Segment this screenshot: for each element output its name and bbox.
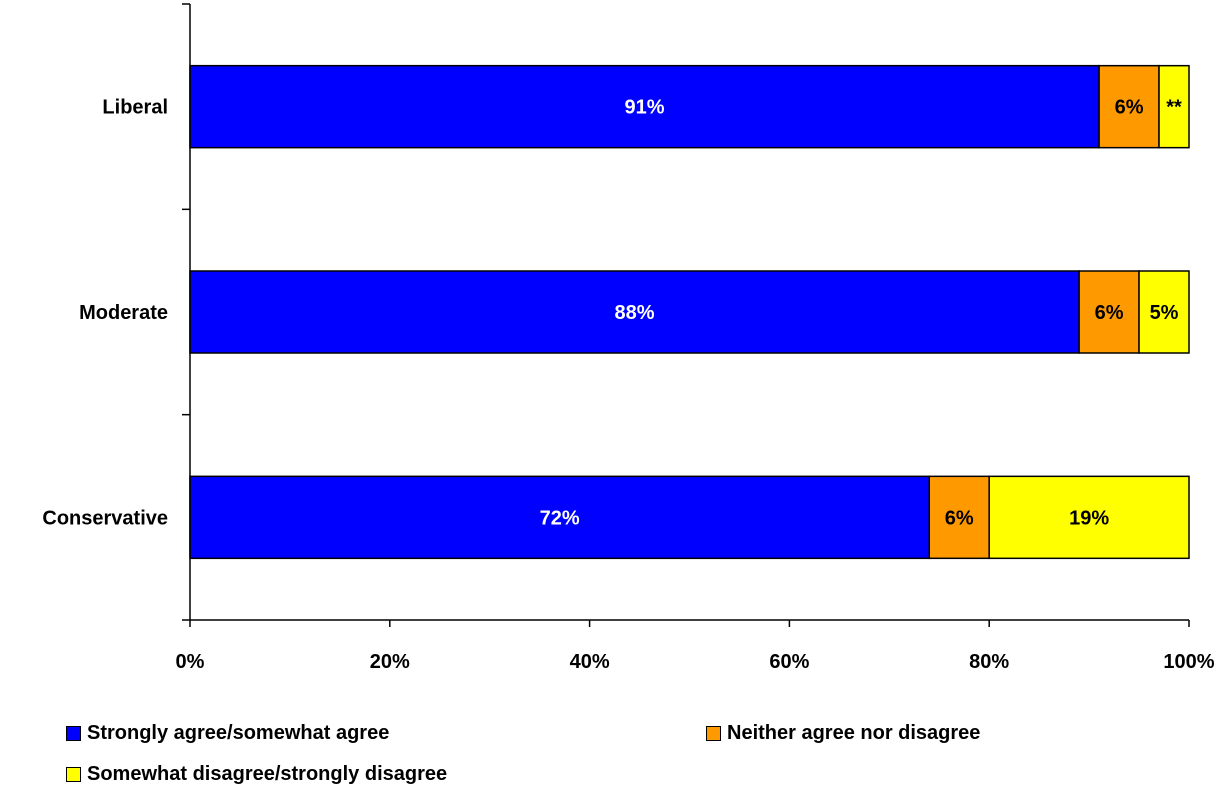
x-tick-label: 0% (176, 651, 205, 673)
data-label-moderate-agree: 88% (615, 302, 655, 324)
x-tick-label: 100% (1163, 651, 1214, 673)
x-tick-label: 40% (570, 651, 610, 673)
bar-conservative-disagree (988, 475, 1190, 560)
legend: Strongly agree/somewhat agree Neither ag… (66, 722, 1186, 792)
legend-label-disagree: Somewhat disagree/strongly disagree (87, 763, 448, 785)
data-label-moderate-disagree: 5% (1150, 302, 1179, 324)
legend-swatch-agree (66, 726, 81, 741)
legend-item-disagree: Somewhat disagree/strongly disagree (66, 763, 447, 786)
bar-moderate-neither (1078, 270, 1140, 354)
legend-swatch-disagree (66, 767, 81, 782)
x-tick-label: 80% (969, 651, 1009, 673)
axes-group: Liberal Moderate Conservative 0% 20% 40% 60% 80… (42, 3, 1215, 673)
data-label-conservative-neither: 6% (945, 507, 974, 529)
stacked-bar-chart: 91% 6% ** 88% 6% 5% 72% 6% 19% Liberal Moderate Co… (42, 3, 1215, 673)
legend-swatch-neither (706, 726, 721, 741)
data-label-conservative-disagree: 19% (1069, 507, 1109, 529)
bar-moderate-disagree (1138, 270, 1190, 354)
legend-item-neither: Neither agree nor disagree (706, 722, 980, 745)
bar-liberal-disagree (1158, 64, 1190, 149)
bar-conservative-agree (189, 475, 931, 560)
data-label-liberal-neither: 6% (1115, 97, 1144, 119)
legend-item-agree: Strongly agree/somewhat agree (66, 722, 389, 745)
bar-liberal-agree (189, 64, 1100, 149)
category-label-liberal: Liberal (102, 97, 168, 119)
category-label-conservative: Conservative (42, 507, 168, 529)
x-tick-label: 20% (370, 651, 410, 673)
legend-label-agree: Strongly agree/somewhat agree (87, 722, 390, 744)
data-label-moderate-neither: 6% (1095, 302, 1124, 324)
data-label-liberal-disagree: ** (1166, 97, 1182, 119)
bar-conservative-neither (928, 475, 990, 560)
bars-group: 91% 6% ** 88% 6% 5% 72% 6% 19% (189, 64, 1190, 560)
category-label-moderate: Moderate (79, 302, 168, 324)
data-label-liberal-agree: 91% (625, 97, 665, 119)
bar-moderate-agree (189, 270, 1080, 354)
bar-liberal-neither (1098, 64, 1160, 149)
data-label-conservative-agree: 72% (540, 507, 580, 529)
x-tick-label: 60% (769, 651, 809, 673)
legend-label-neither: Neither agree nor disagree (727, 722, 981, 744)
